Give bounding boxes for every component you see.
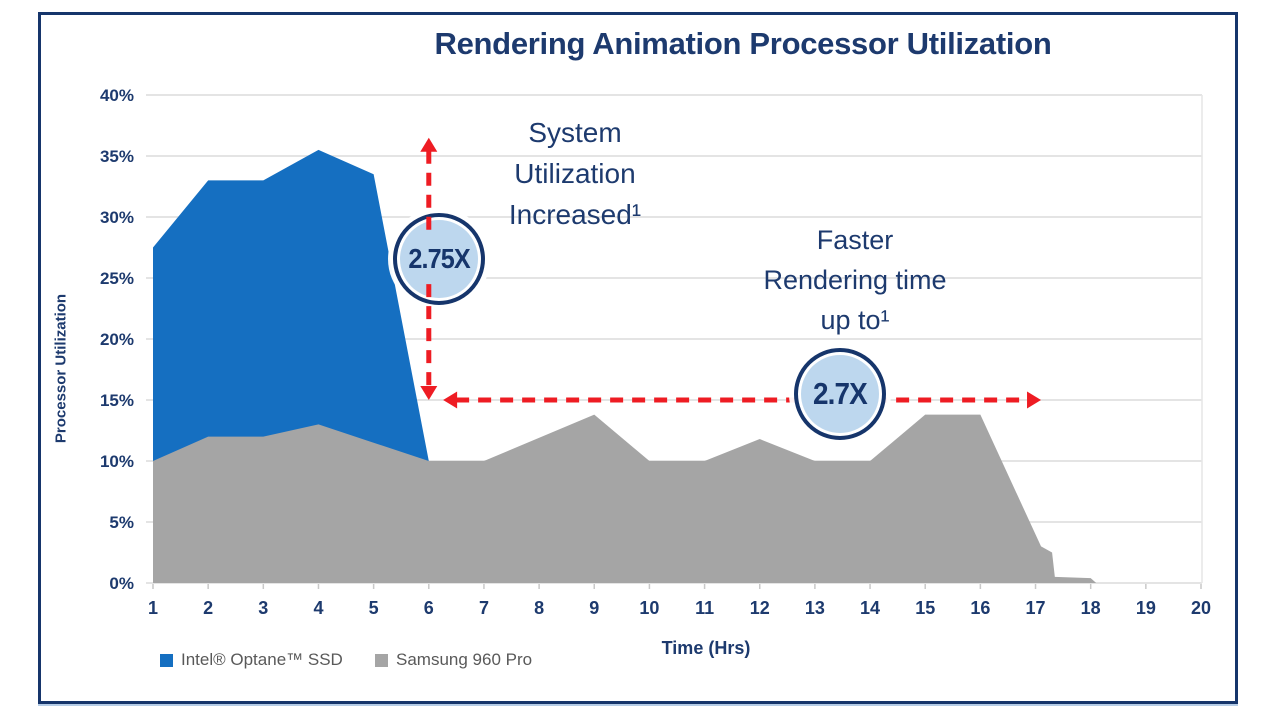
x-tick-label: 18 — [1081, 598, 1101, 618]
y-tick-label: 35% — [100, 147, 134, 166]
x-tick-label: 2 — [203, 598, 213, 618]
badge-2-75x-label: 2.75X — [408, 243, 470, 274]
annotation-line: Increased¹ — [508, 199, 642, 230]
annotation-line: Faster — [816, 225, 894, 255]
x-tick-label: 16 — [970, 598, 990, 618]
annotation-system-utilization: System Utilization Increased¹ — [430, 112, 720, 235]
legend-swatch-samsung-gray — [375, 653, 388, 667]
x-tick-label: 5 — [369, 598, 379, 618]
x-tick-label: 4 — [313, 598, 323, 618]
annotation-line: Utilization — [514, 158, 636, 189]
x-tick-label: 9 — [589, 598, 599, 618]
x-tick-label: 6 — [424, 598, 434, 618]
y-tick-label: 40% — [100, 86, 134, 105]
arrowhead-right — [1027, 391, 1042, 409]
annotation-line: System — [528, 117, 622, 148]
y-tick-label: 30% — [100, 208, 134, 227]
x-tick-label: 14 — [860, 598, 880, 618]
legend-swatch-intel-blue — [160, 653, 173, 667]
area-series-1 — [153, 414, 1201, 583]
chart-title: Rendering Animation Processor Utilizatio… — [434, 26, 1052, 61]
y-tick-label: 10% — [100, 452, 134, 471]
legend-label: Intel® Optane™ SSD — [181, 650, 343, 669]
y-axis-title: Processor Utilization — [52, 293, 70, 444]
y-tick-label: 0% — [109, 574, 134, 593]
annotation-line: Rendering time — [763, 265, 947, 295]
x-tick-label: 3 — [258, 598, 268, 618]
legend-item-samsung-960-pro: Samsung 960 Pro — [375, 650, 532, 670]
y-tick-label: 20% — [100, 330, 134, 349]
x-tick-label: 1 — [148, 598, 158, 618]
x-tick-label: 11 — [695, 598, 714, 618]
badge-2-7x-label: 2.7X — [813, 376, 868, 411]
badge-2-7x: 2.7X — [794, 348, 886, 440]
y-tick-label: 5% — [109, 513, 134, 532]
x-tick-label: 7 — [479, 598, 489, 618]
x-tick-label: 12 — [750, 598, 770, 618]
arrowhead-left — [443, 391, 458, 409]
chart-frame — [38, 12, 1238, 704]
legend-item-intel-optane: Intel® Optane™ SSD — [160, 650, 343, 670]
x-tick-label: 8 — [534, 598, 544, 618]
x-tick-label: 19 — [1136, 598, 1156, 618]
y-tick-label: 25% — [100, 269, 134, 288]
y-tick-label: 15% — [100, 391, 134, 410]
badge-2-75x: 2.75X — [393, 213, 485, 305]
x-axis-title: Time (Hrs) — [661, 638, 751, 658]
x-tick-label: 13 — [805, 598, 825, 618]
x-tick-label: 20 — [1191, 598, 1211, 618]
x-tick-label: 17 — [1026, 598, 1046, 618]
annotation-line: up to¹ — [820, 305, 890, 335]
legend-label: Samsung 960 Pro — [396, 650, 533, 669]
x-tick-label: 15 — [915, 598, 935, 618]
x-tick-label: 10 — [639, 598, 659, 618]
annotation-faster-rendering: Faster Rendering time up to¹ — [710, 220, 1000, 340]
